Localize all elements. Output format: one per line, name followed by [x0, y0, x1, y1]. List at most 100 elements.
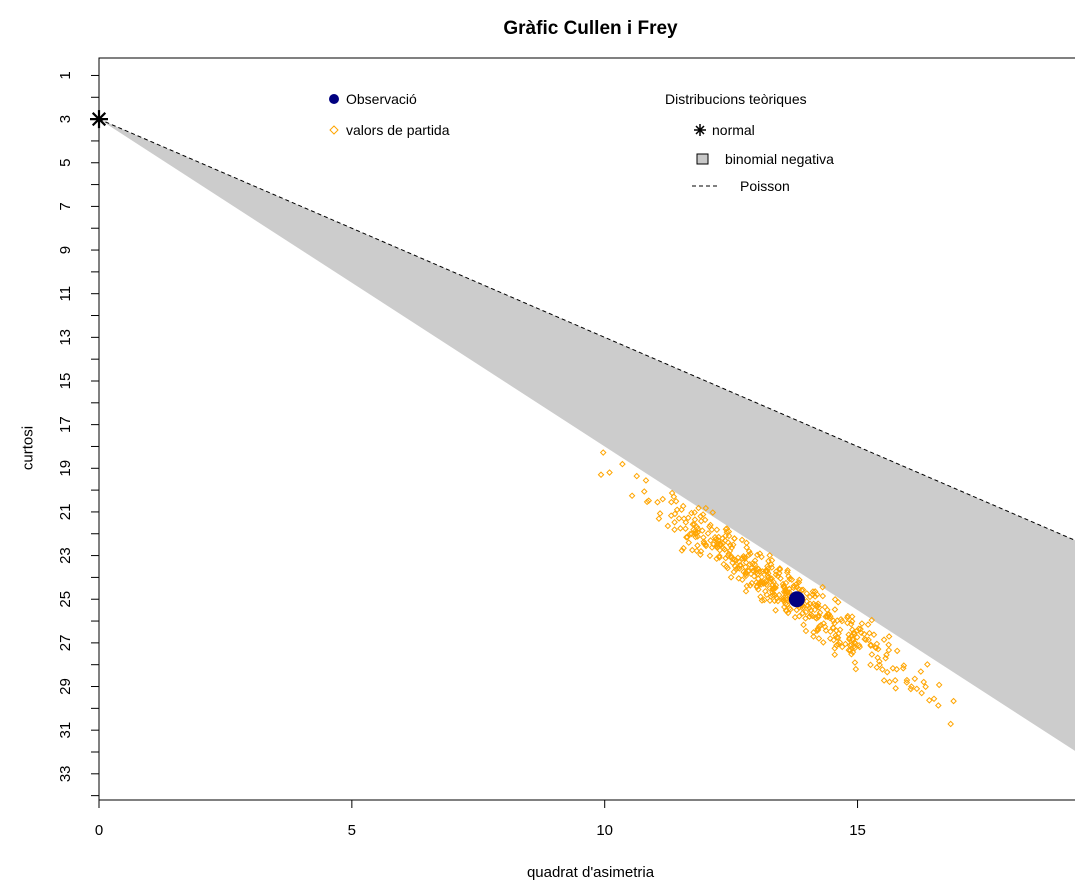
bootstrap-point	[883, 651, 890, 659]
bootstrap-point	[727, 552, 735, 560]
bootstrap-point	[874, 645, 882, 653]
y-tick-label: 21	[57, 504, 74, 521]
bootstrap-point	[692, 530, 700, 538]
y-tick-label: 23	[57, 547, 74, 564]
bootstrap-point	[858, 620, 866, 627]
bootstrap-point	[868, 616, 876, 624]
x-tick-label: 0	[95, 822, 103, 839]
y-tick-label: 25	[57, 591, 74, 608]
bootstrap-point	[742, 587, 750, 595]
bootstrap-point	[671, 526, 678, 533]
bootstrap-point	[790, 584, 797, 592]
legend-nbinom-label: binomial negativa	[725, 151, 834, 167]
legend-bootstrap-marker	[329, 125, 339, 135]
bootstrap-point	[754, 570, 761, 578]
bootstrap-point	[707, 537, 714, 544]
bootstrap-point	[725, 532, 733, 540]
bootstrap-point	[688, 509, 695, 517]
bootstrap-point	[642, 477, 650, 484]
bootstrap-point	[790, 582, 798, 590]
bootstrap-point	[917, 668, 925, 675]
bootstrap-point	[903, 679, 911, 686]
bootstrap-point	[692, 533, 699, 541]
bootstrap-point	[851, 644, 859, 652]
bootstrap-point	[643, 498, 651, 506]
poisson-line	[98, 118, 1075, 541]
x-axis-label: quadrat d'asimetria	[526, 864, 655, 881]
bootstrap-point	[731, 535, 738, 542]
bootstrap-point	[857, 625, 864, 633]
bootstrap-point	[796, 576, 803, 584]
bootstrap-point	[867, 642, 875, 649]
x-tick-label: 10	[596, 822, 613, 839]
bootstrap-point	[864, 621, 872, 628]
bootstrap-point	[699, 511, 707, 518]
bootstrap-point	[950, 697, 957, 705]
bootstrap-point	[788, 576, 796, 583]
bootstrap-point	[880, 677, 888, 684]
bootstrap-point	[831, 606, 839, 613]
bootstrap-point	[799, 609, 807, 617]
bootstrap-point	[762, 567, 770, 574]
bootstrap-point	[807, 606, 815, 614]
bootstrap-point	[848, 650, 855, 658]
bootstrap-point	[770, 584, 778, 592]
y-tick-label: 31	[57, 722, 74, 739]
bootstrap-point	[683, 533, 690, 541]
bootstrap-point	[783, 569, 791, 576]
bootstrap-point	[851, 659, 859, 666]
bootstrap-point	[851, 639, 858, 646]
bootstrap-point	[886, 678, 893, 686]
bootstrap-point	[695, 504, 702, 512]
bootstrap-point	[793, 580, 800, 588]
bootstrap-point	[831, 645, 839, 652]
bootstrap-point	[725, 528, 733, 535]
bootstrap-point	[804, 602, 812, 610]
bootstrap-point	[806, 613, 813, 620]
bootstrap-point	[814, 625, 822, 633]
legend-nbinom-marker	[696, 153, 709, 165]
legend-normal-marker	[694, 124, 706, 136]
bootstrap-point	[803, 597, 810, 605]
bootstrap-point	[667, 512, 675, 519]
bootstrap-point	[849, 626, 856, 634]
bootstrap-point	[640, 488, 648, 495]
bootstrap-point	[751, 557, 759, 564]
bootstrap-point	[815, 604, 823, 611]
bootstrap-point	[691, 516, 699, 523]
y-tick-label: 19	[57, 460, 74, 477]
bootstrap-point	[852, 665, 860, 673]
bootstrap-point	[759, 578, 766, 586]
bootstrap-point	[802, 627, 810, 635]
y-tick-label: 1	[57, 71, 74, 79]
y-tick-label: 13	[57, 329, 74, 346]
bootstrap-point	[800, 621, 807, 629]
bootstrap-point	[765, 557, 772, 565]
bootstrap-point	[935, 702, 942, 709]
bootstrap-point	[694, 525, 702, 533]
bootstrap-point	[700, 538, 708, 546]
bootstrap-point	[853, 633, 861, 641]
bootstrap-point	[708, 544, 716, 551]
bootstrap-point	[675, 515, 683, 522]
bootstrap-point	[708, 526, 716, 534]
bootstrap-point	[671, 510, 679, 518]
bootstrap-point	[767, 561, 775, 568]
bootstrap-point	[857, 629, 865, 637]
bootstrap-point	[870, 631, 878, 639]
bootstrap-point	[842, 640, 849, 648]
bootstrap-point	[741, 555, 749, 562]
bootstrap-point	[688, 546, 696, 554]
bootstrap-point	[694, 542, 701, 549]
bootstrap-point	[800, 603, 807, 611]
bootstrap-point	[822, 627, 830, 634]
bootstrap-point	[786, 604, 793, 612]
bootstrap-point	[826, 635, 834, 642]
bootstrap-point	[753, 551, 761, 559]
bootstrap-point	[893, 647, 901, 655]
bootstrap-point	[780, 588, 788, 596]
bootstrap-point	[772, 568, 780, 575]
bootstrap-point	[892, 684, 899, 692]
bootstrap-point	[831, 651, 839, 658]
